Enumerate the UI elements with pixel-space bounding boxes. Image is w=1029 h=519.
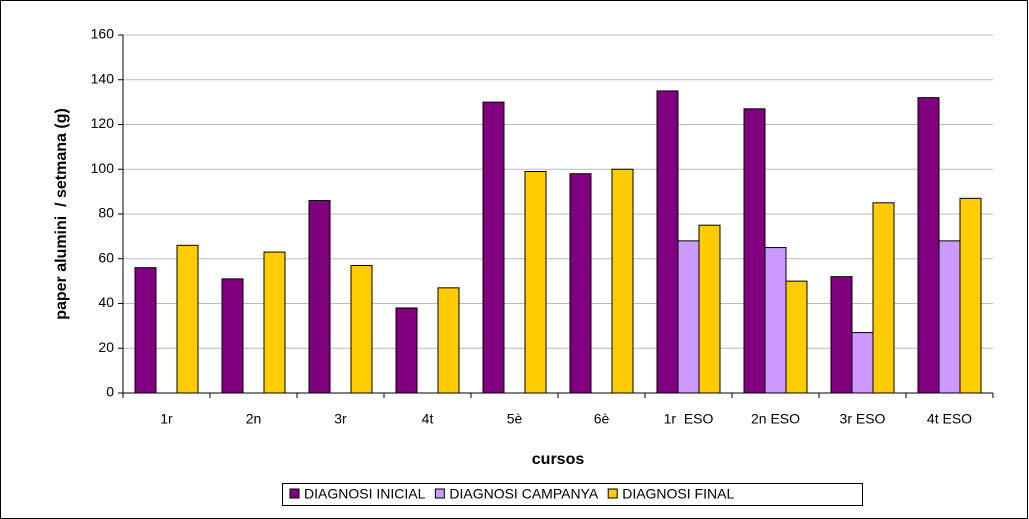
x-tick-label: 1r — [160, 411, 173, 427]
bar — [743, 108, 766, 394]
x-tick-label: 3r — [334, 411, 347, 427]
legend-swatch — [289, 488, 300, 499]
x-tick-label: 2n ESO — [751, 411, 800, 427]
y-tick-label: 120 — [91, 115, 115, 131]
bar — [698, 224, 721, 394]
y-tick-label: 80 — [98, 205, 114, 221]
y-tick-label: 40 — [98, 294, 114, 310]
legend-swatch — [434, 488, 445, 499]
y-tick-label: 140 — [91, 70, 115, 86]
y-tick-label: 160 — [91, 26, 115, 42]
y-tick-label: 100 — [91, 160, 115, 176]
bar — [677, 240, 700, 394]
x-tick-label: 5è — [507, 411, 523, 427]
legend-label: DIAGNOSI INICIAL — [304, 486, 426, 502]
y-tick-label: 60 — [98, 249, 114, 265]
bar — [656, 90, 679, 394]
x-tick-label: 4t ESO — [927, 411, 972, 427]
bar — [938, 240, 961, 394]
bar — [830, 276, 853, 394]
legend-box — [282, 483, 863, 506]
bar — [569, 173, 592, 394]
bar — [221, 278, 244, 394]
y-tick-label: 0 — [106, 384, 114, 400]
legend-swatch — [607, 488, 618, 499]
y-tick-label: 20 — [98, 339, 114, 355]
bar — [134, 267, 157, 394]
bar — [395, 307, 418, 394]
bar — [524, 170, 547, 394]
x-tick-label: 3r ESO — [840, 411, 886, 427]
bar — [263, 251, 286, 394]
bar — [959, 197, 982, 394]
bar — [611, 168, 634, 394]
x-tick-label: 6è — [594, 411, 610, 427]
bar — [350, 264, 373, 394]
bar — [872, 202, 895, 394]
bar — [308, 200, 331, 394]
bar — [176, 244, 199, 394]
bar — [764, 247, 787, 394]
x-tick-label: 4t — [422, 411, 434, 427]
bar — [851, 332, 874, 394]
x-tick-label: 1r ESO — [664, 411, 714, 427]
bar — [482, 101, 505, 394]
x-tick-label: 2n — [246, 411, 262, 427]
legend-label: DIAGNOSI CAMPANYA — [449, 486, 599, 502]
bar — [917, 97, 940, 394]
legend-label: DIAGNOSI FINAL — [622, 486, 734, 502]
bar — [785, 280, 808, 394]
bar — [437, 287, 460, 394]
x-axis-title: cursos — [532, 451, 585, 468]
y-axis-title: paper alumini / setmana (g) — [53, 108, 70, 320]
